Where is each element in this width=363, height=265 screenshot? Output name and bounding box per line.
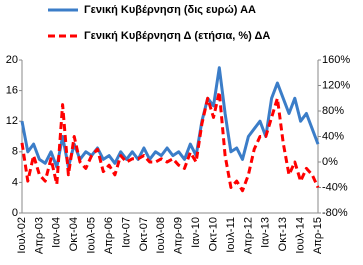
series-line: [20, 90, 320, 193]
y2-tick-label: 120%: [322, 79, 350, 91]
x-tick-label: Οκτ-04: [68, 217, 80, 251]
y2-tick-label: -80%: [322, 207, 348, 219]
y-tick-label: 8: [12, 146, 18, 158]
x-tick-label: Ιουλ-08: [155, 217, 167, 254]
x-tick-label: Ιαν-07: [120, 217, 132, 248]
y-tick-label: 16: [6, 85, 18, 97]
y2-tick-label: 80%: [322, 105, 344, 117]
y2-tick-label: 0%: [322, 156, 338, 168]
x-tick-label: Ιαν-10: [190, 217, 202, 248]
x-tick-label: Ιουλ-02: [16, 217, 28, 254]
x-tick-label: Ιουλ-11: [225, 217, 237, 253]
x-tick-label: Απρ-15: [312, 217, 324, 254]
x-tick-label: Απρ-12: [242, 217, 254, 254]
x-tick-label: Απρ-03: [33, 217, 45, 254]
x-tick-label: Ιαν-04: [51, 217, 63, 248]
y2-tick-label: 40%: [322, 130, 344, 142]
legend-label: Γενική Κυβέρνηση Δ (ετήσια, %) ΔΑ: [84, 30, 270, 42]
x-tick-label: Απρ-06: [103, 217, 115, 254]
x-tick-label: Οκτ-10: [207, 217, 219, 251]
x-tick-label: Απρ-09: [173, 217, 185, 254]
y-tick-label: 4: [12, 176, 18, 188]
x-tick-label: Ιουλ-05: [86, 217, 98, 254]
y-tick-label: 0: [12, 207, 18, 219]
y-tick-label: 12: [6, 115, 18, 127]
legend-label: Γενική Κυβέρνηση (δις ευρώ) ΑΑ: [84, 4, 256, 16]
y-tick-label: 20: [6, 54, 18, 66]
y2-tick-label: 160%: [322, 54, 350, 66]
x-tick-label: Ιαν-13: [260, 217, 272, 248]
y2-tick-label: -40%: [322, 181, 348, 193]
x-tick-label: Ιουλ-14: [294, 217, 306, 254]
x-tick-label: Οκτ-07: [138, 217, 150, 251]
x-tick-label: Οκτ-13: [277, 217, 289, 251]
